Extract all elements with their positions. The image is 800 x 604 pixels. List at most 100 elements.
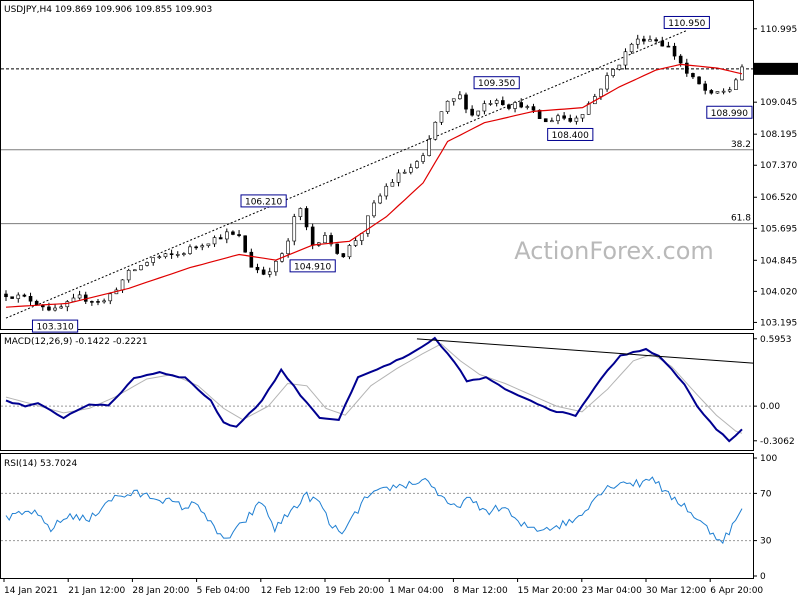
candle-body	[519, 102, 524, 108]
x-tick-label: 14 Jan 2021	[4, 586, 58, 596]
candle-body	[96, 301, 100, 303]
candle-body	[562, 115, 566, 119]
candle-body	[543, 118, 548, 123]
candle-body	[666, 45, 671, 48]
candle-body	[684, 62, 689, 74]
candle-body	[212, 237, 217, 245]
candle-body	[574, 117, 579, 122]
candle-body	[108, 293, 113, 302]
candle-body	[709, 90, 714, 94]
candle-body	[384, 185, 389, 197]
price-annotation-label: 106.210	[245, 197, 282, 207]
price-annotation-box	[663, 15, 710, 29]
candle-body	[660, 40, 665, 47]
x-tick-label: 12 Feb 12:00	[261, 586, 320, 596]
y-tick-label: 106.520	[760, 193, 797, 203]
candle-body	[445, 100, 450, 113]
x-tick-label: 5 Feb 04:00	[197, 586, 251, 596]
candle-body	[28, 296, 33, 302]
x-tick-label: 19 Feb 20:00	[325, 586, 384, 596]
candle-body	[672, 45, 677, 57]
candle-body	[237, 234, 241, 237]
candle-body	[47, 306, 51, 311]
moving-average-line	[5, 63, 743, 308]
candle-body	[34, 300, 39, 306]
candle-body	[605, 75, 609, 90]
price-annotation-label: 103.310	[36, 323, 73, 333]
candle-body	[421, 155, 425, 162]
candle-body	[65, 301, 70, 308]
x-tick-label: 8 Mar 12:00	[453, 586, 508, 596]
candle-body	[163, 253, 168, 258]
candle-body	[390, 182, 395, 187]
candle-body	[378, 195, 382, 204]
candle-body	[225, 231, 229, 240]
candle-body	[145, 262, 149, 266]
candle-body	[243, 235, 247, 253]
price-annotation-box	[31, 319, 79, 333]
candle-body	[537, 109, 542, 119]
candle-body	[568, 117, 573, 122]
candle-body	[126, 269, 131, 281]
candle-body	[678, 55, 683, 64]
candle-body	[182, 253, 186, 255]
y-tick-label: 109.045	[760, 98, 797, 108]
y-tick-label: 104.020	[760, 287, 797, 297]
candle-body	[464, 94, 468, 110]
candle-body	[415, 161, 419, 168]
candle-body	[402, 171, 407, 174]
y-tick-label: -0.3062	[760, 437, 795, 447]
price-annotation-box	[289, 259, 336, 273]
candle-body	[323, 235, 327, 244]
rsi-line	[5, 476, 743, 545]
candle-body	[482, 103, 487, 112]
price-annotation-label: 104.910	[294, 262, 331, 272]
candle-body	[4, 293, 8, 298]
y-tick-label: 30	[760, 537, 772, 547]
candle-body	[372, 202, 376, 217]
candle-body	[261, 269, 266, 275]
y-tick-label: 0	[760, 572, 766, 582]
candle-body	[470, 108, 474, 116]
rsi-layer	[1, 476, 753, 545]
price-layer: 38.2 61.8 103.310 106.210 104.910 109.350 108.…	[1, 15, 753, 333]
candle-body	[90, 301, 94, 303]
candle-body	[151, 257, 155, 263]
candle-body	[439, 111, 444, 123]
candle-body	[408, 167, 413, 173]
x-tick-label: 30 Mar 12:00	[646, 586, 706, 596]
price-annotation-box	[547, 127, 594, 141]
candle-body	[286, 240, 290, 255]
rsi-panel-frame	[0, 453, 754, 579]
candle-body	[703, 83, 708, 91]
candle-body	[102, 300, 106, 303]
candle-body	[580, 114, 585, 119]
candle-body	[188, 246, 192, 254]
candle-body	[249, 251, 254, 268]
candle-body	[218, 237, 223, 240]
candle-body	[648, 39, 652, 42]
candle-body	[22, 294, 27, 297]
y-tick-label: 104.845	[760, 256, 797, 266]
fib-level-label: 38.2	[731, 140, 751, 150]
candle-body	[611, 69, 616, 76]
candle-body	[550, 120, 554, 123]
candle-body	[169, 253, 174, 255]
candle-body	[329, 235, 333, 245]
candle-body	[507, 104, 511, 109]
price-annotation-box	[240, 194, 287, 208]
candle-body	[500, 100, 505, 106]
macd-layer	[1, 336, 754, 443]
candle-body	[120, 279, 125, 291]
candle-body	[353, 240, 358, 246]
candle-body	[298, 208, 303, 217]
candle-body	[494, 100, 499, 104]
candle-body	[157, 256, 162, 259]
current-price-tag	[754, 62, 798, 75]
macd-trendline	[416, 338, 754, 364]
y-tick-label: 105.695	[760, 224, 797, 234]
price-annotation-label: 108.990	[711, 109, 748, 119]
candle-body	[396, 172, 401, 183]
candle-body	[200, 245, 205, 248]
macd-panel-title: MACD(12,26,9) -0.1422 -0.2221	[4, 337, 148, 347]
